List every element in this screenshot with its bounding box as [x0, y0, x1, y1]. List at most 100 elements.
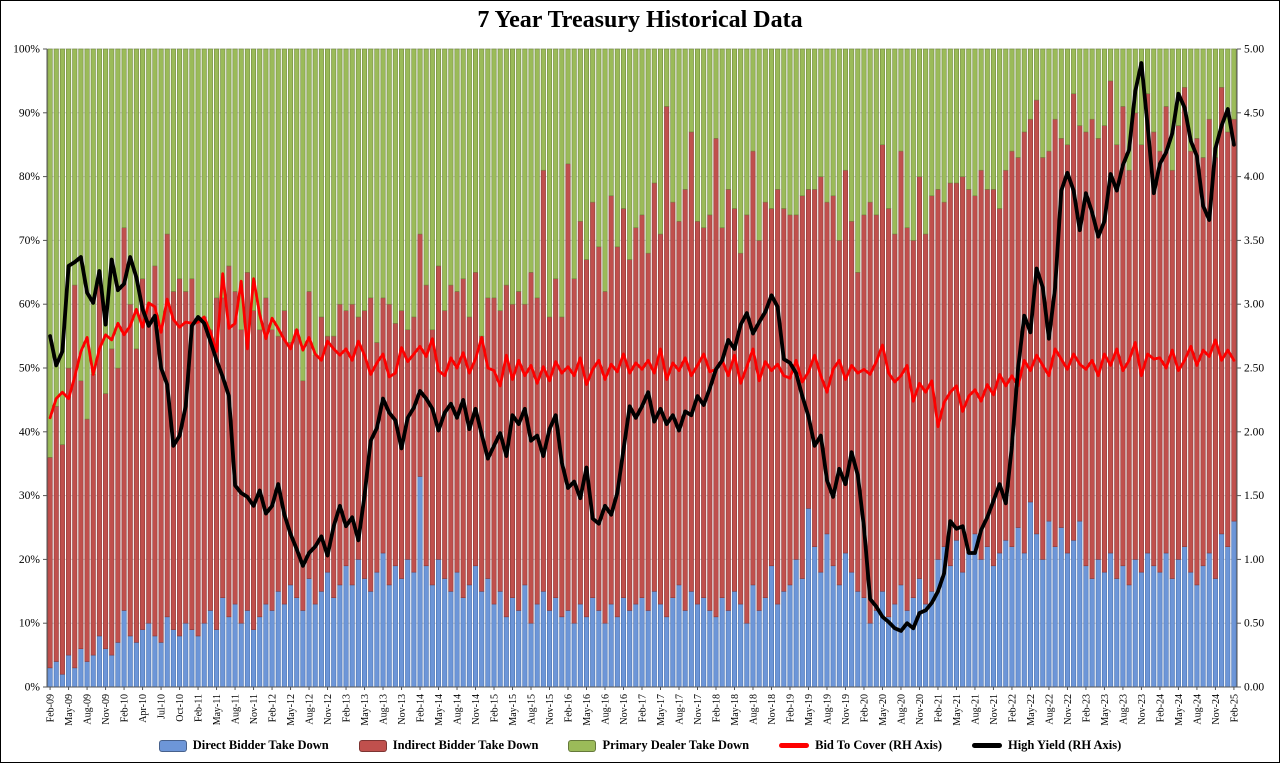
x-tick-label: Aug-17: [675, 694, 686, 725]
x-tick-label: May-11: [212, 694, 223, 725]
y-right-tick-label: 1.00: [1244, 554, 1264, 566]
x-tick-label: Aug-09: [83, 694, 94, 725]
x-tick-label: Feb-23: [1081, 694, 1092, 722]
x-tick-label: May-22: [1026, 694, 1037, 726]
y-left-tick-label: 60%: [19, 299, 41, 311]
legend-label: High Yield (RH Axis): [1007, 738, 1122, 752]
x-tick-label: Feb-11: [194, 694, 205, 722]
x-tick-label: Jul-10: [157, 694, 168, 719]
y-left-tick-label: 10%: [19, 618, 41, 630]
x-tick-label: Nov-12: [323, 694, 334, 725]
x-tick-label: Feb-20: [860, 694, 871, 722]
x-tick-label: Nov-11: [249, 694, 260, 724]
x-tick-label: Aug-15: [527, 694, 538, 725]
x-tick-label: Aug-12: [305, 694, 316, 725]
y-right-tick-label: 2.50: [1244, 363, 1264, 375]
x-tick-label: Nov-18: [767, 694, 778, 725]
x-tick-label: Aug-23: [1118, 694, 1129, 725]
y-right-tick-label: 4.50: [1244, 107, 1264, 119]
x-tick-label: Feb-17: [638, 694, 649, 722]
y-left-tick-label: 90%: [19, 107, 41, 119]
x-tick-label: May-09: [64, 694, 75, 726]
x-tick-label: Nov-13: [397, 694, 408, 725]
x-tick-label: Feb-18: [712, 694, 723, 722]
x-tick-label: Feb-25: [1229, 694, 1240, 722]
x-tick-label: May-21: [952, 694, 963, 726]
x-tick-label: May-12: [286, 694, 297, 726]
x-tick-label: Feb-12: [268, 694, 279, 722]
legend-label: Indirect Bidder Take Down: [392, 738, 539, 752]
chart-title: 7 Year Treasury Historical Data: [477, 7, 803, 33]
x-tick-label: May-14: [434, 694, 445, 726]
legend-label: Primary Dealer Take Down: [602, 738, 750, 752]
legend-line-swatch-bid-to-cover-rh-axis: [779, 743, 810, 748]
x-tick-label: Aug-18: [749, 694, 760, 725]
y-right-tick-label: 2.00: [1244, 426, 1264, 438]
x-tick-label: Nov-23: [1137, 694, 1148, 725]
x-tick-label: Oct-10: [175, 694, 186, 722]
x-tick-label: Feb-22: [1007, 694, 1018, 722]
y-left-tick-label: 30%: [19, 490, 41, 502]
x-tick-label: Aug-11: [231, 694, 242, 724]
x-tick-label: Aug-24: [1192, 694, 1203, 725]
legend-label: Bid To Cover (RH Axis): [815, 738, 942, 752]
x-tick-label: May-16: [582, 694, 593, 726]
legend-swatch-indirect-bidder-take-down: [358, 739, 387, 752]
y-left-tick-label: 40%: [19, 426, 41, 438]
legend-label: Direct Bidder Take Down: [192, 738, 329, 752]
x-tick-label: Aug-19: [823, 694, 834, 725]
x-tick-label: May-19: [804, 694, 815, 726]
y-right-tick-label: 1.50: [1244, 490, 1264, 502]
x-tick-label: Aug-16: [601, 694, 612, 725]
x-tick-label: May-15: [508, 694, 519, 726]
legend-item-high-yield-rh-axis: High Yield (RH Axis): [971, 738, 1122, 753]
y-right-tick-label: 0.50: [1244, 618, 1264, 630]
x-tick-label: Aug-13: [379, 694, 390, 725]
x-tick-label: Nov-15: [545, 694, 556, 725]
x-tick-label: Feb-16: [564, 694, 575, 722]
x-tick-label: May-24: [1174, 694, 1185, 726]
y-right-tick-label: 5.00: [1244, 44, 1264, 56]
bars-primary-dealer-take-down: [47, 48, 1237, 458]
x-tick-label: Nov-14: [471, 694, 482, 725]
x-tick-label: Aug-20: [897, 694, 908, 725]
y-axis-right: 0.00 0.50 1.00 1.50 2.00 2.50 3.00 3.50 4.00 4.50…: [1237, 44, 1264, 694]
x-tick-label: Nov-22: [1063, 694, 1074, 725]
y-left-tick-label: 0%: [25, 682, 41, 694]
line-bid-to-cover-rh-axis: [48, 272, 1236, 429]
legend-item-direct-bidder-take-down: Direct Bidder Take Down: [158, 738, 329, 753]
y-right-tick-label: 3.50: [1244, 235, 1264, 247]
legend: Direct Bidder Take Down Indirect Bidder T…: [1, 738, 1279, 753]
x-tick-label: Aug-21: [971, 694, 982, 725]
y-left-tick-label: 20%: [19, 554, 41, 566]
chart-svg: 0% 10% 20% 30% 40% 50% 60% 70% 80% 90% 100% 0.00 0.5…: [13, 44, 1264, 726]
x-tick-label: Nov-09: [101, 694, 112, 725]
legend-item-primary-dealer-take-down: Primary Dealer Take Down: [568, 738, 749, 753]
x-tick-label: Nov-24: [1211, 694, 1222, 725]
x-axis: Feb-09 May-09 Aug-09 Nov-09 Feb-10 Apr-10 Jul-…: [46, 687, 1240, 726]
x-tick-label: Apr-10: [138, 694, 149, 723]
y-right-tick-label: 0.00: [1244, 682, 1264, 694]
x-tick-label: Nov-20: [915, 694, 926, 725]
y-axis-left: 0% 10% 20% 30% 40% 50% 60% 70% 80% 90% 100%: [13, 44, 47, 694]
line-high-yield-rh-axis: [48, 61, 1236, 633]
x-tick-label: May-17: [656, 694, 667, 726]
x-tick-label: May-20: [878, 694, 889, 726]
x-tick-label: May-18: [730, 694, 741, 726]
x-tick-label: Aug-22: [1044, 694, 1055, 725]
x-tick-label: Feb-09: [46, 694, 57, 722]
x-tick-label: Nov-16: [619, 694, 630, 725]
legend-item-bid-to-cover-rh-axis: Bid To Cover (RH Axis): [779, 738, 942, 753]
y-right-tick-label: 3.00: [1244, 299, 1264, 311]
y-right-tick-label: 4.00: [1244, 171, 1264, 183]
x-tick-label: Feb-14: [416, 694, 427, 722]
x-tick-label: Nov-21: [989, 694, 1000, 725]
y-left-tick-label: 70%: [19, 235, 41, 247]
legend-swatch-direct-bidder-take-down: [158, 739, 187, 752]
legend-line-swatch-high-yield-rh-axis: [971, 743, 1002, 748]
x-tick-label: Feb-21: [934, 694, 945, 722]
x-tick-label: May-13: [360, 694, 371, 726]
x-tick-label: Aug-14: [453, 694, 464, 725]
x-tick-label: Feb-24: [1155, 694, 1166, 722]
